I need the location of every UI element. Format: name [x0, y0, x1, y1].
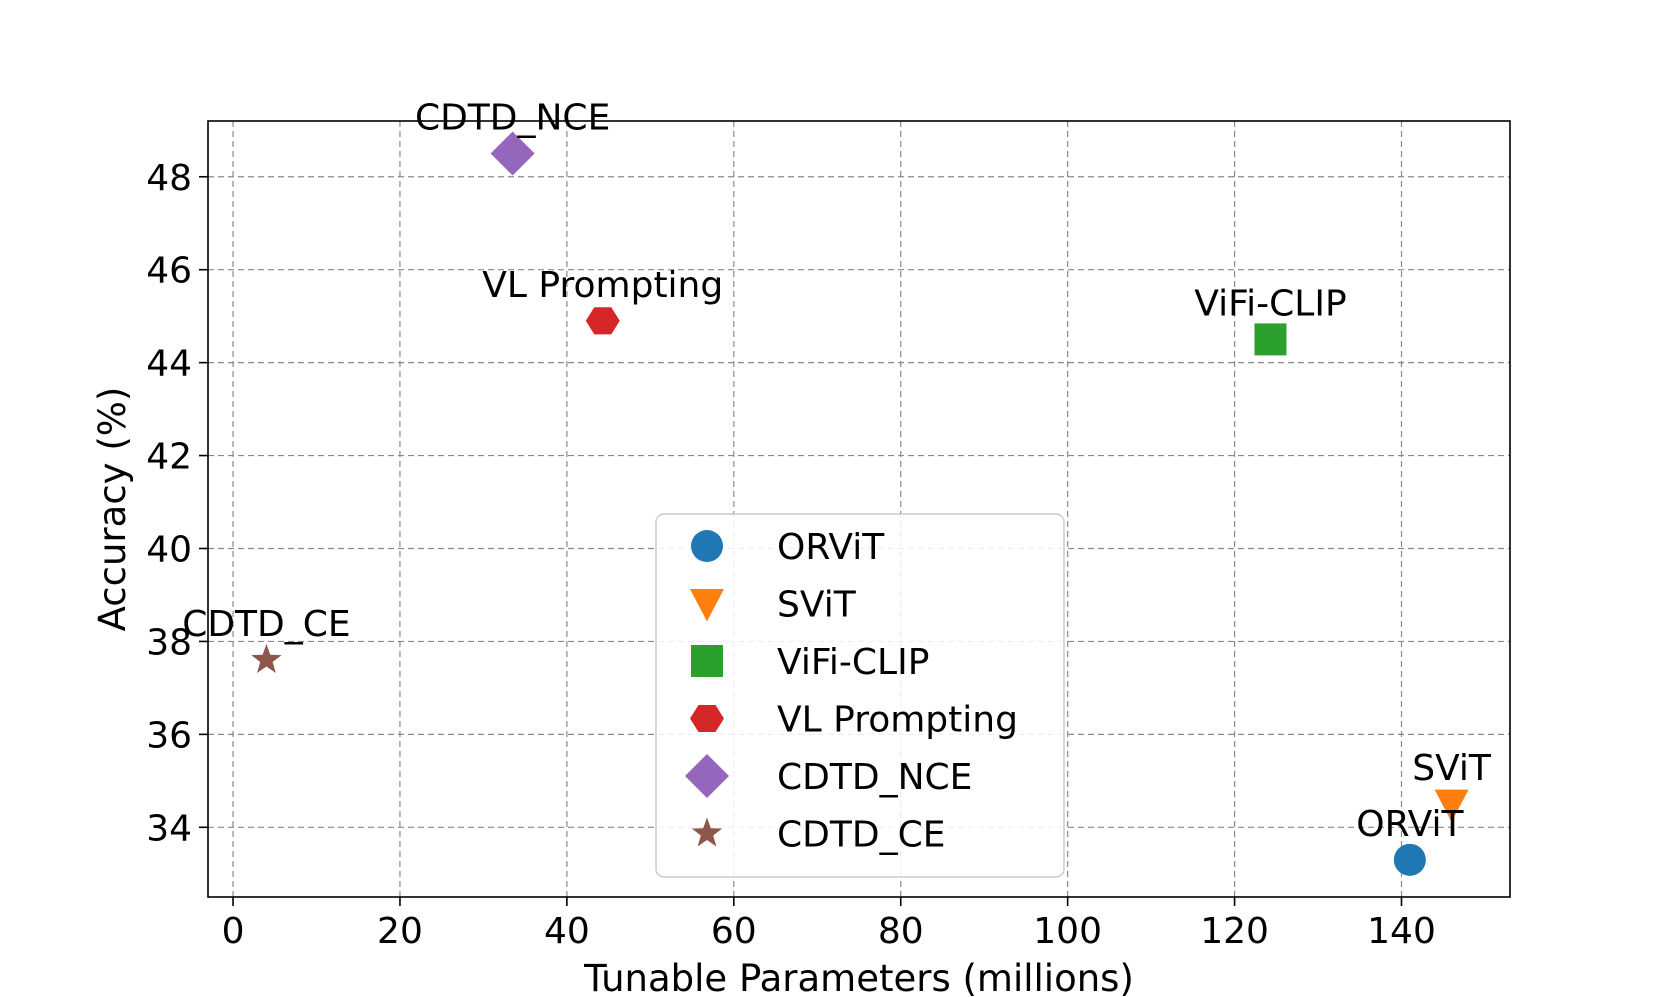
- x-tick-label: 100: [1033, 911, 1102, 952]
- point-vifi-clip: [1254, 323, 1287, 356]
- legend-label: CDTD_CE: [777, 815, 945, 856]
- point-labels: ORViT SViT ViFi-CLIP VL Prompting CDTD_NCE CD…: [182, 98, 1492, 845]
- point-label: SViT: [1412, 748, 1492, 789]
- data-points: [251, 131, 1469, 876]
- point-vl-prompting: [585, 307, 620, 335]
- legend: ORViT SViT ViFi-CLIP VL Prompting CDTD_NCE CD…: [655, 513, 1065, 878]
- legend-label: SViT: [777, 585, 857, 626]
- y-tick-label: 46: [146, 251, 192, 292]
- point-label: ViFi-CLIP: [1194, 283, 1346, 324]
- legend-marker: [690, 589, 724, 622]
- legend-marker: [691, 817, 723, 847]
- plot-area-frame: [207, 120, 1511, 898]
- point-label: VL Prompting: [482, 265, 723, 306]
- legend-label: CDTD_NCE: [777, 757, 972, 798]
- y-tick-label: 38: [146, 622, 192, 663]
- legend-label: ORViT: [777, 527, 885, 568]
- y-tick-label: 44: [146, 344, 192, 385]
- legend-marker: [685, 754, 729, 798]
- legend-label: VL Prompting: [777, 700, 1018, 741]
- point-label: CDTD_CE: [182, 604, 350, 645]
- x-tick-label: 140: [1367, 911, 1436, 952]
- x-tick-label: 80: [878, 911, 924, 952]
- x-tick-label: 120: [1200, 911, 1269, 952]
- y-axis-label: Accuracy (%): [91, 387, 134, 632]
- point-label: CDTD_NCE: [415, 98, 610, 139]
- axis-ticks: 0 20 40 60 80 100 120 140 34 36 38 40 42 44 46 48: [146, 158, 1436, 952]
- point-cdtd-ce: [251, 644, 282, 673]
- y-tick-label: 34: [146, 808, 192, 849]
- x-tick-label: 20: [377, 911, 423, 952]
- point-orvit: [1393, 843, 1426, 876]
- x-tick-label: 0: [222, 911, 245, 952]
- x-tick-label: 40: [544, 911, 590, 952]
- legend-marker: [690, 704, 724, 733]
- y-tick-label: 36: [146, 715, 192, 756]
- y-tick-label: 48: [146, 158, 192, 199]
- point-svit: [1434, 789, 1469, 822]
- x-tick-label: 60: [711, 911, 757, 952]
- y-tick-label: 42: [146, 437, 192, 478]
- legend-box: [655, 513, 1065, 878]
- y-tick-label: 40: [146, 529, 192, 570]
- legend-marker: [691, 530, 723, 562]
- x-axis-label: Tunable Parameters (millions): [583, 957, 1134, 997]
- point-cdtd-nce: [490, 131, 535, 176]
- legend-label: ViFi-CLIP: [777, 642, 929, 683]
- legend-marker: [691, 645, 723, 677]
- point-label: ORViT: [1356, 804, 1464, 845]
